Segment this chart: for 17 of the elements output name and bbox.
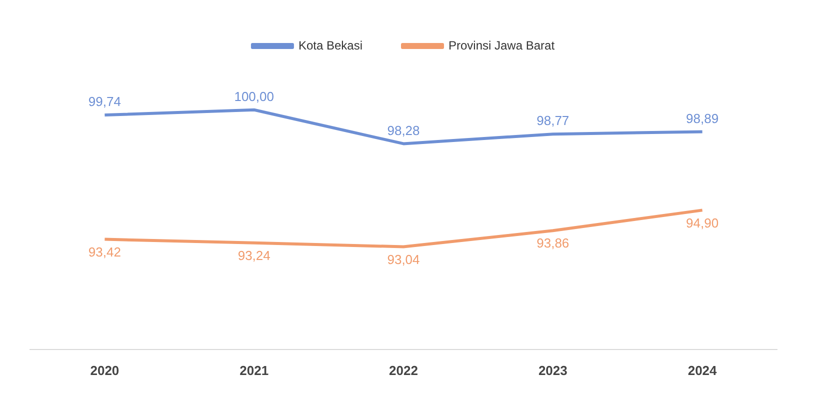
data-label: 98,77 [536,113,570,128]
legend-label: Provinsi Jawa Barat [448,38,556,52]
data-label: 93,42 [88,244,121,260]
data-label: 98,89 [686,110,719,126]
data-label: 93,04 [387,252,420,267]
data-label: 99,74 [88,94,121,110]
data-label: 100,00 [234,88,274,104]
data-label: 93,24 [238,248,270,263]
data-label: 98,28 [387,122,420,138]
data-label: 94,90 [686,215,719,230]
x-tick-label: 2021 [240,362,269,378]
x-tick-label: 2024 [688,362,718,378]
x-tick-label: 2022 [389,362,418,378]
data-label: 93,86 [536,236,570,251]
legend-label: Kota Bekasi [298,38,363,52]
x-tick-label: 2023 [538,362,568,378]
x-tick-label: 2020 [90,362,120,378]
